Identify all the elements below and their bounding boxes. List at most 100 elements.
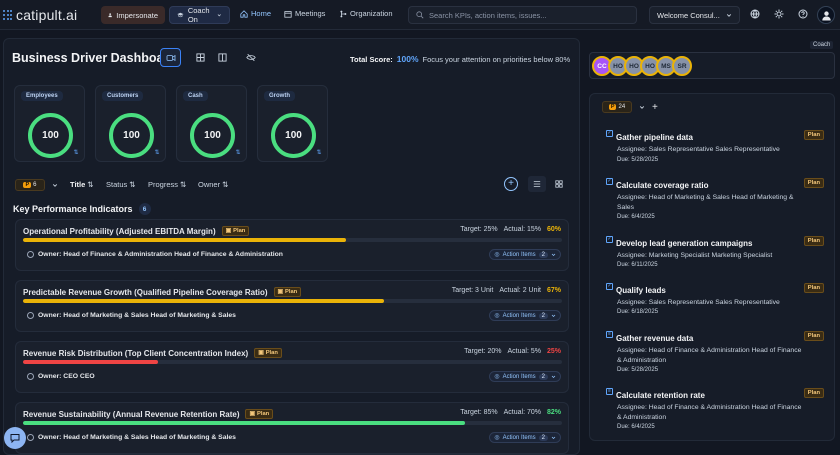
checklist-icon[interactable]: ✓ (606, 283, 613, 290)
kpi-stats: Target: 20% Actual: 5% 25% (464, 348, 561, 355)
impersonate-button[interactable]: Impersonate (101, 6, 165, 24)
plan-chip[interactable]: ▣ Plan (221, 226, 250, 236)
score-card-customers[interactable]: Customers 100 ⇅ (95, 85, 166, 162)
action-items-button[interactable]: ◎ Action Items 2 (489, 432, 561, 443)
kpi-row[interactable]: Revenue Risk Distribution (Top Client Co… (15, 341, 569, 393)
sort-title[interactable]: Title ⇅ (70, 180, 94, 189)
priority-chip[interactable]: P 6 (15, 179, 45, 191)
checklist-icon: ▣ (249, 411, 255, 417)
kpi-progress-track (23, 360, 562, 364)
tile-layout-button[interactable] (550, 176, 568, 192)
checklist-icon[interactable]: ≡ (606, 331, 613, 338)
action-item-due: Due: 6/4/2025 (617, 214, 655, 220)
plan-chip[interactable]: ▣ Plan (254, 348, 282, 358)
kpi-progress-fill (23, 421, 465, 425)
checklist-icon[interactable]: ✓ (606, 236, 613, 243)
score-card-employees[interactable]: Employees 100 ⇅ (14, 85, 85, 162)
priority-filter[interactable]: P 6 (15, 178, 58, 192)
action-items-button[interactable]: ◎ Action Items 2 (489, 371, 561, 382)
video-icon (166, 54, 175, 61)
kpi-owner: Owner: Head of Marketing & Sales Head of… (27, 310, 236, 321)
score-card-label: Growth (264, 91, 295, 101)
plan-label: Plan (256, 411, 270, 417)
action-item-title: Gather revenue data (616, 334, 694, 343)
logo-text: catipult.ai (16, 7, 78, 23)
score-card-cash[interactable]: Cash 100 ⇅ (176, 85, 247, 162)
trend-icon[interactable]: ⇅ (73, 150, 79, 156)
nav-organization-label: Organization (350, 9, 393, 18)
priority-count: 24 (618, 104, 626, 110)
sort-owner[interactable]: Owner ⇅ (198, 180, 228, 189)
impersonate-label: Impersonate (116, 10, 158, 20)
add-kpi-button[interactable]: + (504, 177, 518, 191)
kpi-title: Operational Profitability (Adjusted EBIT… (23, 226, 216, 236)
kpi-section-title: Key Performance Indicators 6 (13, 203, 151, 215)
sun-icon[interactable] (773, 9, 785, 21)
dashboard-panel: Business Driver Dashboard Total Score: 1… (3, 38, 580, 455)
checklist-icon[interactable]: ✓ (606, 178, 613, 185)
score-value: 100 (42, 130, 59, 141)
avatar[interactable]: HO (624, 56, 644, 76)
kpi-row[interactable]: Operational Profitability (Adjusted EBIT… (15, 219, 569, 271)
kpi-actual: Actual: 15% (503, 226, 541, 233)
sort-icon: ⇅ (222, 180, 229, 189)
action-item-due: Due: 5/28/2025 (617, 367, 659, 373)
video-view-button[interactable] (160, 48, 181, 67)
nav-organization[interactable]: Organization (339, 9, 393, 18)
chevron-down-icon (551, 436, 556, 440)
avatar[interactable]: SR (672, 56, 692, 76)
action-items-button[interactable]: ◎ Action Items 2 (489, 249, 561, 260)
plan-chip[interactable]: Plan (803, 331, 824, 341)
sort-status[interactable]: Status ⇅ (106, 180, 136, 189)
chevron-down-icon[interactable] (639, 104, 645, 110)
kpi-stats: Target: 25% Actual: 15% 60% (460, 226, 561, 233)
plan-chip[interactable]: ▣ Plan (245, 409, 274, 419)
add-action-item-button[interactable]: + (652, 101, 658, 113)
top-bar: catipult.ai Impersonate Coach On Home Me… (0, 0, 840, 30)
trend-icon[interactable]: ⇅ (316, 150, 322, 156)
plan-chip[interactable]: Plan (803, 283, 824, 293)
action-item-due: Due: 6/4/2025 (617, 424, 655, 430)
checklist-icon[interactable]: ✓ (606, 130, 613, 137)
action-items-button[interactable]: ◎ Action Items 2 (489, 310, 561, 321)
score-ring: 100 (28, 113, 73, 158)
score-card-label: Customers (102, 91, 144, 101)
user-avatar[interactable] (817, 6, 835, 24)
welcome-dropdown[interactable]: Welcome Consul... (649, 6, 740, 24)
help-icon[interactable] (797, 9, 809, 21)
hide-button[interactable] (240, 48, 261, 67)
nav-home[interactable]: Home (240, 9, 271, 18)
sort-progress[interactable]: Progress ⇅ (148, 180, 186, 189)
avatar[interactable]: HO (640, 56, 660, 76)
kpi-title: Revenue Risk Distribution (Top Client Co… (23, 348, 249, 358)
checklist-icon[interactable]: ≡ (606, 388, 613, 395)
kpi-row[interactable]: Revenue Sustainability (Annual Revenue R… (15, 402, 569, 454)
trend-icon[interactable]: ⇅ (154, 150, 160, 156)
kpi-owner-label: Owner: Head of Marketing & Sales Head of… (38, 434, 236, 441)
sort-icon: ⇅ (87, 180, 94, 189)
priority-chip[interactable]: P 24 (602, 101, 632, 113)
total-score-label: Total Score: (350, 55, 393, 64)
trend-icon[interactable]: ⇅ (235, 150, 241, 156)
priority-letter: P (23, 182, 32, 188)
chat-button[interactable] (4, 427, 26, 449)
kpi-row[interactable]: Predictable Revenue Growth (Qualified Pi… (15, 280, 569, 332)
columns-view-button[interactable] (212, 48, 233, 67)
globe-icon[interactable] (749, 9, 761, 21)
plan-chip[interactable]: Plan (803, 388, 824, 398)
search-input[interactable]: Search KPIs, action items, issues... (408, 6, 637, 24)
action-items-count: 2 (538, 251, 548, 258)
nav-meetings[interactable]: Meetings (284, 9, 325, 18)
app-logo[interactable]: catipult.ai (3, 7, 77, 23)
plan-chip[interactable]: Plan (803, 178, 824, 188)
plan-chip[interactable]: ▣ Plan (273, 287, 302, 297)
coach-on-button[interactable]: Coach On (169, 6, 230, 24)
calendar-icon (284, 10, 292, 18)
plan-chip[interactable]: Plan (803, 130, 824, 140)
plan-chip[interactable]: Plan (803, 236, 824, 246)
list-layout-button[interactable] (528, 176, 546, 192)
grid-view-button[interactable] (190, 48, 211, 67)
kpi-percent: 67% (546, 287, 561, 294)
sort-icon: ⇅ (180, 180, 187, 189)
score-card-growth[interactable]: Growth 100 ⇅ (257, 85, 328, 162)
